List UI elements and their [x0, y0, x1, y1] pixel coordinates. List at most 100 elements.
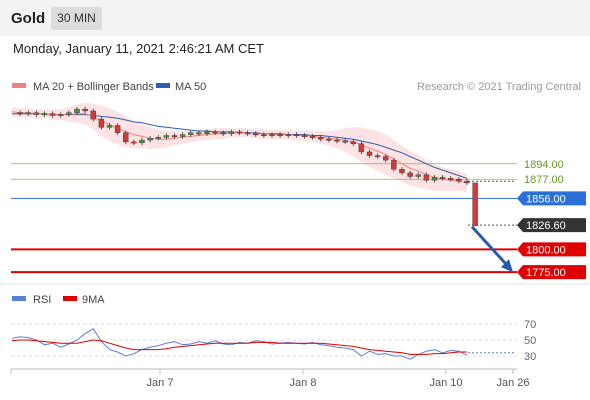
rsi-legend-label: RSI [33, 294, 51, 306]
candle-body [415, 174, 421, 177]
ma9-legend-swatch [63, 296, 77, 301]
candle-body [301, 135, 308, 137]
candle-body [204, 131, 210, 134]
rsi-ma9-line [11, 339, 467, 355]
candle-body [155, 137, 161, 139]
top-bar: Gold 30 MIN [0, 0, 590, 36]
x-tick-label-1: Jan 8 [290, 377, 317, 389]
candle-body [334, 139, 340, 142]
ma9-legend-label: 9MA [82, 294, 105, 306]
candle-body [147, 138, 153, 141]
candle-body [350, 141, 356, 144]
candle-body [326, 138, 332, 141]
candle-body [448, 178, 454, 180]
candle-body [98, 118, 105, 128]
level-tag-5 [517, 265, 586, 280]
candle-body [236, 131, 243, 134]
x-axis: Jan 7 Jan 8 Jan 10 Jan 26 [10, 369, 530, 389]
x-tick-label-3: Jan 26 [496, 377, 529, 389]
candle-body [309, 136, 316, 138]
price-level-labels: 1894.00 1877.00 1856.00 1826.60 1800.00 1775.… [517, 159, 586, 280]
ma20-legend-label: MA 20 + Bollinger Bands [33, 81, 154, 93]
rsi-tick-70: 70 [524, 319, 536, 331]
candle-body [285, 134, 291, 137]
candle-body [66, 112, 72, 115]
candle-body [244, 132, 251, 135]
candle-body [464, 180, 470, 184]
candle-body [179, 134, 186, 137]
bollinger-bands [12, 102, 467, 192]
candle-body [123, 132, 129, 143]
rsi-tick-50: 50 [524, 335, 536, 347]
candle-body [399, 169, 405, 174]
level-label-1: 1877.00 [524, 174, 564, 186]
candle-body [49, 113, 56, 116]
candle-body [269, 134, 275, 137]
candle-body [114, 125, 121, 133]
candle-body [407, 172, 413, 177]
ma20-legend-swatch [12, 83, 26, 88]
candle-body [196, 132, 202, 135]
candle-body [423, 174, 430, 181]
candle-body [472, 182, 478, 226]
forecast-arrow-shaft [470, 225, 509, 267]
candle-body [261, 134, 267, 137]
rsi-tick-30: 30 [524, 351, 536, 363]
copyright-text: Research © 2021 Trading Central [417, 81, 581, 93]
candle-body [366, 151, 373, 156]
forecast-arrow [470, 225, 513, 273]
candle-body [253, 133, 259, 136]
candle-body [25, 112, 31, 115]
candle-body [212, 131, 218, 134]
candle-body [374, 155, 381, 157]
level-label-5: 1775.00 [526, 267, 566, 279]
rsi-legend-swatch [12, 296, 26, 301]
candle-body [358, 143, 365, 153]
price-candles [17, 106, 478, 226]
ma50-legend-swatch [156, 83, 170, 88]
candle-body [90, 110, 96, 120]
level-label-0: 1894.00 [524, 159, 564, 171]
candle-body [293, 134, 300, 137]
forecast-arrow-head [501, 259, 513, 273]
candle-body [33, 112, 40, 115]
candle-body [17, 112, 23, 115]
candle-body [456, 179, 462, 182]
level-tag-2 [517, 191, 586, 206]
candle-body [163, 135, 170, 138]
x-tick-label-2: Jan 10 [429, 377, 462, 389]
price-levels [11, 163, 517, 274]
rsi-panel: 70 50 30 [11, 319, 536, 363]
candle-body [431, 177, 438, 181]
candle-body [139, 139, 145, 144]
rsi-line [11, 328, 468, 360]
level-tag-3 [517, 218, 586, 233]
ma50-legend-label: MA 50 [175, 81, 206, 93]
candle-body [188, 132, 194, 135]
candle-body [82, 108, 88, 112]
candle-body [342, 140, 348, 143]
chart-datetime: Monday, January 11, 2021 2:46:21 AM CET [13, 41, 264, 56]
candle-body [106, 125, 113, 128]
candle-body [439, 177, 446, 179]
candle-body [131, 141, 137, 144]
symbol-title: Gold [11, 10, 46, 27]
bollinger-band-fill [12, 102, 467, 192]
candle-body [391, 159, 397, 170]
candle-body [220, 132, 226, 135]
candle-body [41, 113, 48, 116]
candle-body [74, 108, 80, 113]
level-label-2: 1856.00 [526, 193, 566, 205]
candle-body [171, 135, 178, 137]
candle-body [318, 137, 324, 140]
candle-body [228, 131, 235, 134]
level-label-4: 1800.00 [526, 244, 566, 256]
level-label-3: 1826.60 [526, 220, 566, 232]
x-tick-label-0: Jan 7 [147, 377, 174, 389]
timeframe-button[interactable]: 30 MIN [51, 7, 102, 30]
candle-body [58, 114, 64, 116]
candle-body [383, 156, 389, 161]
level-tag-4 [517, 242, 586, 257]
